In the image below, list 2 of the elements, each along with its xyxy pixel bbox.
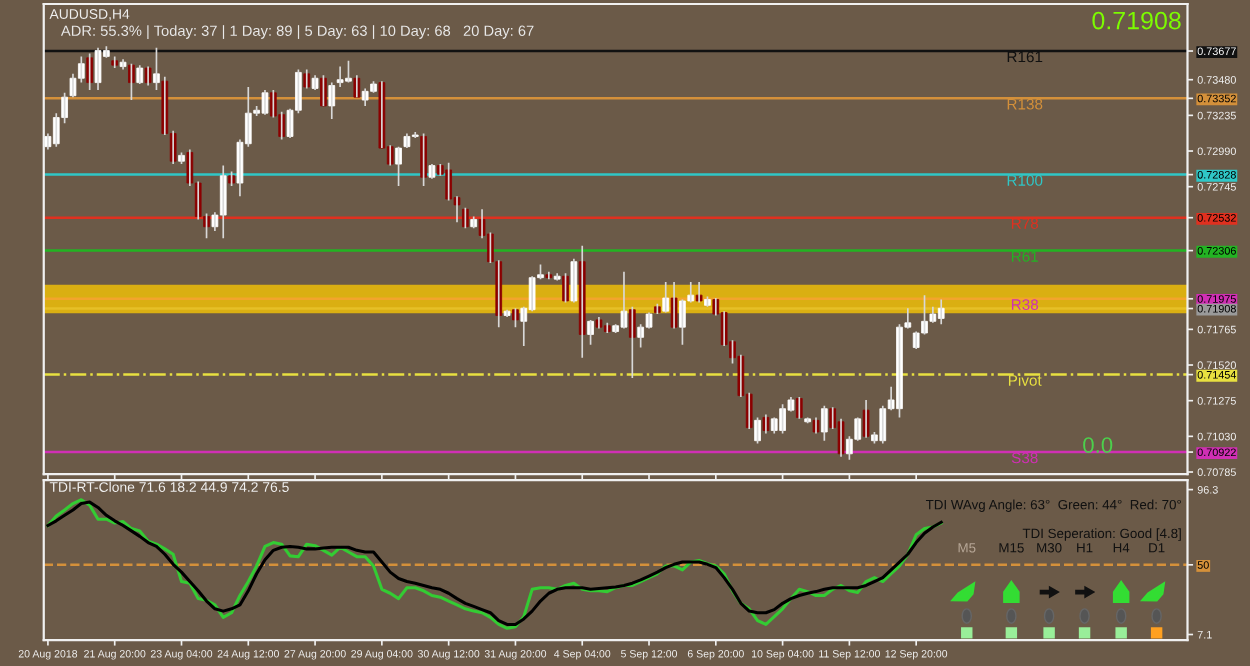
annotation: 0.0 <box>1083 437 1113 453</box>
annotation: 0.71908 <box>1092 11 1181 30</box>
